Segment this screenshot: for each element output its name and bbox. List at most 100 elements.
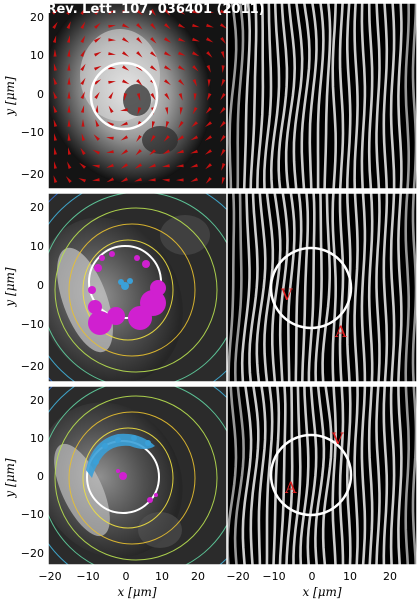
fringe-line [411,386,417,565]
velocity-arrow [164,9,171,16]
interference-fringes-row2 [227,193,417,382]
fringe-line [316,3,325,189]
velocity-arrow [221,163,226,171]
x-tick: 10 [155,570,169,583]
velocity-arrow [120,108,128,112]
fringe-line [240,193,251,382]
velocity-arrow [108,38,116,42]
x-axis-left: −20 −10 0 10 20 x [μm] [38,570,205,599]
velocity-arrow [136,23,143,30]
velocity-arrow [134,163,142,169]
fringe-line [404,3,411,189]
fringe-line [236,3,245,189]
y-tick: 10 [30,432,44,445]
velocity-arrow [206,23,214,28]
fringe-line [360,3,367,189]
fringe-line [292,3,304,189]
y-axis-row2: 20 10 0 −10 −20 y [μm] [3,201,44,373]
velocity-arrow [106,150,114,154]
fringe-line [284,3,297,189]
velocity-arrow [80,91,85,99]
fringe-line [249,3,258,189]
fringe-line [404,386,411,565]
y-tick: 10 [30,49,44,62]
fringe-line [271,193,282,382]
fringe-line [353,3,359,189]
velocity-arrow [190,163,198,168]
interference-fringes-row1 [228,3,417,189]
y-tick: −20 [21,360,44,373]
fringe-line [367,3,374,189]
velocity-arrow [122,10,130,13]
velocity-arrow [81,133,86,141]
fringe-line [228,3,238,189]
velocity-arrow [54,161,57,169]
fringe-line [331,193,338,382]
paper-reference: Phys. Rev. Lett. 107, 036401 (2011) [2,2,265,17]
velocity-arrow [67,49,71,57]
velocity-arrow [80,21,86,29]
velocity-arrow [149,149,156,156]
x-tick: −20 [38,570,61,583]
velocity-arrow [207,93,212,101]
fringe-line [285,386,294,565]
fringe-line [389,3,396,189]
fringe-line [389,193,396,382]
potential-contours-row3 [48,386,227,565]
frame-row1 [47,2,418,190]
velocity-arrow [67,63,71,71]
velocity-arrow [106,177,114,183]
velocity-arrow [178,9,186,15]
velocity-arrow [221,79,226,87]
velocity-arrow [164,37,172,43]
velocity-arrow [122,79,130,85]
velocity-arrow [150,9,156,16]
velocity-arrow [162,164,170,168]
fringe-line [269,3,281,189]
velocity-arrow [221,177,226,185]
x-tick: 20 [191,570,205,583]
velocity-arrow [165,107,169,115]
fringe-line [331,386,338,565]
fringe-line [375,386,381,565]
fringe-line [278,193,289,382]
fringe-line [277,3,289,189]
velocity-arrow [206,51,213,58]
velocity-arrow [164,79,171,86]
velocity-arrow [192,79,197,87]
velocity-arrow [120,149,128,155]
velocity-arrow [108,105,114,113]
velocity-arrow [191,121,198,128]
velocity-arrow [193,93,197,101]
velocity-arrow [52,21,58,29]
velocity-arrow [67,91,71,99]
fringe-line [404,193,410,382]
fringe-line [382,193,389,382]
velocity-arrow [79,162,86,169]
velocity-arrow [190,149,198,154]
velocity-arrow [205,163,212,170]
velocity-arrow [80,35,86,43]
y-axis-label: y [μm] [3,458,17,498]
velocity-arrow [53,147,57,155]
velocity-arrow [178,23,186,29]
fringe-line [241,386,253,565]
velocity-arrow [150,93,156,101]
velocity-arrow [150,51,157,58]
velocity-arrow [94,51,102,57]
velocity-arrow [192,51,200,57]
velocity-arrow [92,178,100,182]
velocity-arrow [163,135,170,142]
ring-row1 [89,61,159,131]
velocity-arrow [162,178,170,182]
fringe-line [248,193,259,382]
velocity-arrow [66,21,71,29]
x-tick: 20 [383,570,397,583]
x-tick: −10 [76,570,99,583]
velocity-arrow [178,37,186,42]
velocity-arrow [78,178,86,183]
fringe-line [286,193,296,382]
fringe-line [299,386,310,565]
velocity-arrow [52,35,57,43]
velocity-arrow [52,8,59,15]
